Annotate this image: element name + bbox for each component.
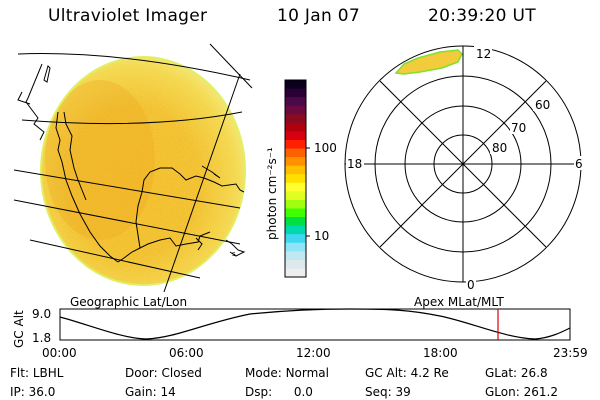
geo-map-label: Geographic Lat/Lon: [70, 295, 187, 309]
polar-plot: 12 18 6 0 60 70 80: [344, 45, 584, 292]
polar-diagonal-2: [379, 80, 547, 248]
status-seq-value: 39: [395, 385, 411, 399]
status-glat: GLat: 26.8: [485, 366, 548, 380]
status-gc-alt: GC Alt: 4.2 Re: [365, 366, 449, 380]
status-filter-label: Flt:: [10, 366, 29, 380]
polar-auroral-oval-fragment: [394, 49, 463, 75]
colorbar-segment: [285, 182, 306, 192]
colorbar-segment: [285, 165, 306, 175]
colorbar-segment: [285, 122, 306, 132]
polar-lat-60: 60: [535, 98, 550, 112]
polar-mlt-12: 12: [476, 47, 491, 61]
colorbar-segment: [285, 268, 306, 278]
status-seq-label: Seq:: [365, 385, 392, 399]
status-seq: Seq: 39: [365, 385, 411, 399]
status-glat-label: GLat:: [485, 366, 518, 380]
altitude-ytick-9: 9.0: [32, 307, 51, 321]
status-dsp-label: Dsp:: [245, 385, 273, 399]
altitude-xtick-0600: 06:00: [169, 346, 204, 360]
status-ip-value: 36.0: [28, 385, 56, 399]
colorbar-segment: [285, 80, 306, 90]
colorbar-segment: [285, 225, 306, 235]
status-ip: IP: 36.0: [10, 385, 55, 399]
status-filter-value: LBHL: [32, 366, 64, 380]
altitude-ylabel: GC Alt: [12, 310, 26, 348]
colorbar-segment: [285, 242, 306, 252]
time-label: 20:39:20 UT: [428, 6, 536, 26]
colorbar-segment: [285, 139, 306, 150]
colorbar-segment: [285, 199, 306, 210]
status-mode-label: Mode:: [245, 366, 282, 380]
polar-mlt-0: 0: [467, 278, 475, 292]
status-ip-label: IP:: [10, 385, 25, 399]
geo-grid-lines: [13, 43, 253, 292]
colorbar-segment: [285, 234, 306, 244]
colorbar-segment: [285, 251, 306, 261]
status-glon: GLon: 261.2: [485, 385, 558, 399]
status-gc-alt-label: GC Alt:: [365, 366, 407, 380]
colorbar-segment: [285, 217, 306, 227]
geo-map-panel: s: [13, 43, 253, 292]
colorbar-segment: [285, 191, 306, 201]
colorbar-segment: [285, 131, 306, 141]
date-label: 10 Jan 07: [277, 6, 360, 26]
polar-mlt-18: 18: [347, 157, 362, 171]
polar-lat-70: 70: [511, 121, 526, 135]
auroral-disk-image: [40, 56, 246, 286]
altitude-xtick-1800: 18:00: [423, 346, 458, 360]
status-mode-value: Normal: [285, 366, 329, 380]
geo-corner-marker: s: [232, 250, 236, 258]
status-glat-value: 26.8: [520, 366, 548, 380]
colorbar-segment: [285, 148, 306, 158]
colorbar-tick-label-100: 100: [314, 141, 337, 155]
status-gc-alt-value: 4.2 Re: [410, 366, 449, 380]
instrument-title: Ultraviolet Imager: [48, 6, 208, 26]
status-door-value: Closed: [161, 366, 202, 380]
altitude-xtick-2359: 23:59: [553, 346, 588, 360]
status-dsp: Dsp: 0.0: [245, 385, 313, 399]
status-door-label: Door:: [125, 366, 158, 380]
altitude-plot-frame: [59, 308, 571, 341]
colorbar-segment: [285, 174, 306, 184]
colorbar-tick-label-10: 10: [314, 229, 329, 243]
colorbar-segment: [285, 208, 306, 218]
colorbar-gradient: [285, 80, 306, 278]
coastlines: [17, 63, 246, 263]
colorbar-segment: [285, 105, 306, 115]
colorbar-segment: [285, 114, 306, 124]
polar-lat-80: 80: [492, 141, 507, 155]
polar-mlt-6: 6: [575, 157, 583, 171]
colorbar-segment: [285, 259, 306, 270]
altitude-ytick-1: 1.8: [32, 331, 51, 345]
status-glon-label: GLon:: [485, 385, 520, 399]
colorbar-segment: [285, 157, 306, 167]
colorbar-frame: [284, 79, 307, 278]
status-glon-value: 261.2: [523, 385, 558, 399]
colorbar: 100 10 photon cm⁻²s⁻¹: [265, 79, 337, 278]
altitude-plot: GC Alt 9.0 1.8 00:00 06:00 12:00 18:00 2…: [12, 307, 588, 360]
altitude-xtick-1200: 12:00: [296, 346, 331, 360]
colorbar-segment: [285, 97, 306, 107]
status-mode: Mode: Normal: [245, 366, 329, 380]
colorbar-unit-label: photon cm⁻²s⁻¹: [265, 147, 279, 240]
status-door: Door: Closed: [125, 366, 202, 380]
polar-plot-label: Apex MLat/MLT: [414, 295, 504, 309]
altitude-curve: [59, 308, 571, 340]
status-gain: Gain: 14: [125, 385, 176, 399]
colorbar-segment: [285, 88, 306, 98]
status-filter: Flt: LBHL: [10, 366, 63, 380]
status-gain-value: 14: [160, 385, 176, 399]
status-dsp-value: 0.0: [293, 385, 313, 399]
altitude-xtick-0000: 00:00: [42, 346, 77, 360]
status-gain-label: Gain:: [125, 385, 157, 399]
